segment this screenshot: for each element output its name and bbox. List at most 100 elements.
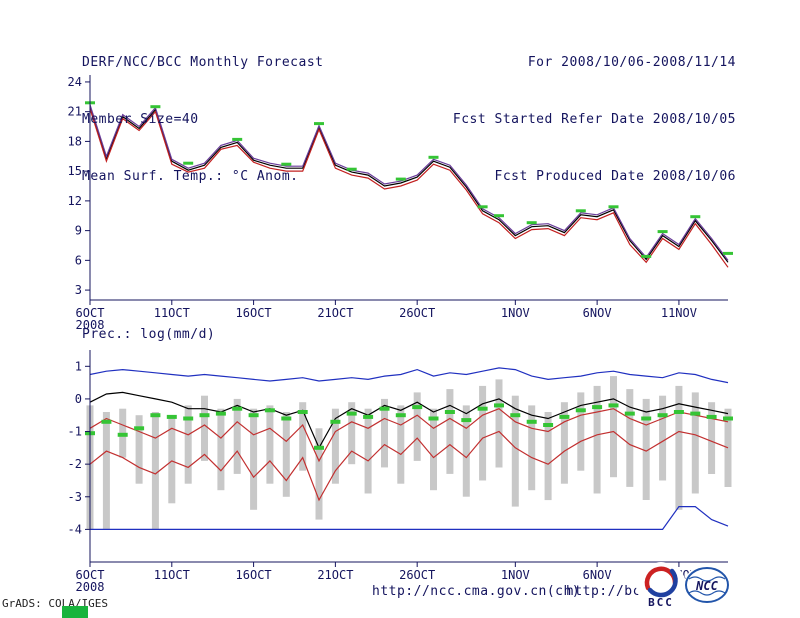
temperature-y-tick-label: 15 [68,164,82,178]
precipitation-range-bar [462,405,470,497]
precipitation-range-bar [184,405,192,484]
temperature-x-tick-label: 26OCT [399,306,435,320]
temperature-y-tick-label: 6 [75,253,82,267]
header-left: DERF/NCC/BCC Monthly Forecast Member Siz… [82,15,323,224]
ncc-logo-text: NCC [695,579,718,593]
precipitation-range-bar [364,408,372,494]
precipitation-range-bar [397,405,405,484]
precipitation-range-bar [479,385,487,481]
temperature-y-tick-label: 3 [75,283,82,297]
precipitation-floor-blue-line [90,506,729,531]
precipitation-range-bar [151,412,159,530]
precipitation-x-tick-label: 6OCT [76,568,105,582]
ncc-logo-wave-icon [688,576,726,582]
grads-credit: GrADS: COLA/IGES [2,597,108,610]
temperature-ens-member-red-line [89,108,729,268]
precipitation-y-tick-label: -2 [68,457,82,471]
forecast-period-label: For 2008/10/06-2008/11/14 [527,55,736,70]
precipitation-range-bar [560,402,568,484]
precipitation-range-bar [413,392,421,461]
temperature-x-tick-label: 6NOV [583,306,612,320]
precipitation-range-bar [217,408,225,491]
fcst-produced-date-label: Fcst Produced Date 2008/10/06 [494,169,736,184]
member-size-label: Member Size=40 [82,112,199,127]
temperature-x-tick-label: 21OCT [317,306,353,320]
precipitation-range-bar [528,405,536,491]
green-corner-mark [62,606,88,618]
precipitation-range-bar [708,402,716,474]
precipitation-lower-red-line [89,430,729,502]
temperature-x-tick-label: 11NOV [661,306,697,320]
temperature-y-tick-label: 9 [75,224,82,238]
precipitation-range-bar [642,398,650,500]
precipitation-range-bar [724,408,732,487]
forecast-title: DERF/NCC/BCC Monthly Forecast [82,55,324,70]
precipitation-range-bar [495,379,503,468]
precipitation-upper-red-line [89,408,729,463]
precipitation-range-bar [266,405,274,484]
precipitation-range-bar [593,385,601,494]
temperature-x-tick-label: 11OCT [154,306,190,320]
precipitation-range-bar [511,395,519,507]
precipitation-x-tick-label: 26OCT [399,568,435,582]
precipitation-range-bar [331,408,339,484]
precipitation-x-tick-label: 11OCT [154,568,190,582]
precipitation-x-tick-label: 6NOV [583,568,612,582]
temp-chart-title: Mean Surf. Temp.: °C Anom. [82,169,299,184]
precipitation-range-bar [201,395,208,461]
temperature-x-tick-label: 1NOV [501,306,530,320]
ncc-logo-globe-icon [685,567,729,603]
temperature-y-tick-label: 24 [68,75,82,89]
precipitation-range-bar [675,385,683,510]
precipitation-range-bar [102,412,110,530]
precipitation-range-bar [626,389,634,487]
prec-chart-title: Prec.: log(mm/d) [82,327,216,342]
precipitation-range-bar [544,412,552,501]
ncc-logo-wave-icon [688,590,726,596]
header-right: For 2008/10/06-2008/11/14 Fcst Started R… [453,15,736,224]
temperature-x-tick-label: 16OCT [236,306,272,320]
precipitation-range-bar [446,389,454,474]
precipitation-range-bar [135,415,143,484]
temperature-ens-member-black-line [89,106,729,263]
precipitation-x-tick-label: 1NOV [501,568,530,582]
precipitation-range-bar [381,398,388,468]
precipitation-range-bar [691,392,699,494]
precipitation-range-bar [348,402,356,465]
precipitation-y-tick-label: -4 [68,522,82,536]
temperature-y-tick-label: 18 [68,134,82,148]
precipitation-max-blue-line [89,367,729,384]
temperature-x-tick-sublabel: 2008 [76,318,105,332]
precipitation-x-tick-label: 21OCT [317,568,353,582]
precipitation-y-tick-label: 1 [75,359,82,373]
precipitation-range-bar [233,398,241,474]
precipitation-y-tick-label: 0 [75,392,82,406]
precipitation-range-bar [299,402,307,471]
bcc-logo-text: BCC [648,596,674,608]
precipitation-range-bar [577,392,585,471]
precipitation-x-tick-sublabel: 2008 [76,580,105,594]
precipitation-y-tick-label: -3 [68,490,82,504]
precipitation-x-tick-label: 16OCT [236,568,272,582]
precipitation-range-bar [315,428,323,520]
precipitation-range-bar [659,395,667,481]
precipitation-range-bar [282,412,290,497]
precipitation-y-tick-label: -1 [68,425,82,439]
bcc-logo: BCC [636,562,686,609]
temperature-ens-member-purple-line [89,104,729,261]
precipitation-range-bar [430,408,437,491]
precipitation-mean-black-line [89,391,729,450]
temperature-x-tick-label: 6OCT [76,306,105,320]
fcst-refer-date-label: Fcst Started Refer Date 2008/10/05 [452,112,736,127]
bcc-logo-blue-swirl-icon [647,568,678,598]
temperature-y-tick-label: 21 [68,105,82,119]
temperature-y-tick-label: 12 [68,194,82,208]
ncc-logo: NCC [684,564,730,608]
precipitation-range-bar [610,376,617,478]
ncc-url-text: http://ncc.cma.gov.cn(ch) [372,584,581,599]
precipitation-range-bar [250,408,258,510]
